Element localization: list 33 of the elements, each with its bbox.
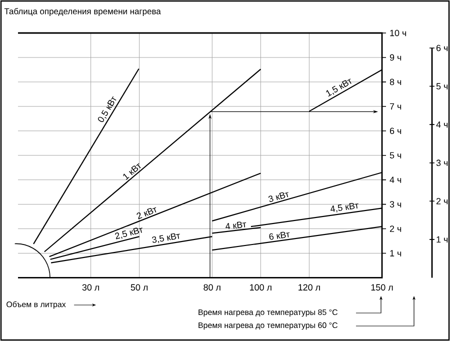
text: 3,5 кВт — [152, 233, 180, 244]
chart-title: Таблица определения времени нагрева — [4, 8, 161, 16]
y-tick-label: 7 ч — [390, 103, 402, 110]
text: 1 кВт — [123, 163, 141, 180]
y2-tick-label: 3 ч — [436, 160, 448, 166]
text: 4 кВт — [226, 222, 246, 230]
y-tick-label: 4 ч — [390, 176, 402, 183]
y-tick-label: 3 ч — [390, 201, 402, 208]
y-tick-label: 2 ч — [390, 226, 402, 232]
y-tick-label: 6 ч — [390, 128, 402, 134]
text: 0,5 кВт — [98, 96, 116, 122]
y2-tick-label: 1 ч — [436, 236, 448, 242]
text: 4,5 кВт — [330, 202, 358, 212]
x-tick-label: 150 л — [371, 284, 393, 291]
y-tick-label: 9 ч — [390, 54, 402, 61]
text: 2,5 кВт — [115, 228, 142, 240]
y-tick-label: 10 ч — [390, 30, 406, 36]
y-tick-label: 8 ч — [390, 78, 402, 86]
x-tick-label: 120 л — [298, 284, 320, 291]
text: 2 кВт — [136, 207, 156, 220]
y2-tick-label: 4 ч — [436, 121, 448, 128]
y-tick-label: 1 ч — [390, 250, 402, 256]
x-tick-label: 30 л — [82, 284, 100, 291]
x-tick-label: 100 л — [250, 284, 272, 291]
text: 6 кВт — [269, 232, 290, 240]
y2-tick-label: 5 ч — [436, 83, 448, 90]
x-tick-label: 80 л — [204, 284, 220, 291]
text: 3 кВт — [268, 192, 288, 202]
y2-tick-label: 6 ч — [436, 44, 448, 52]
y-tick-label: 5 ч — [390, 152, 402, 158]
x-tick-label: 50 л — [130, 284, 148, 291]
text: 1,5 кВт — [326, 78, 352, 97]
y2-tick-label: 2 ч — [436, 198, 448, 204]
